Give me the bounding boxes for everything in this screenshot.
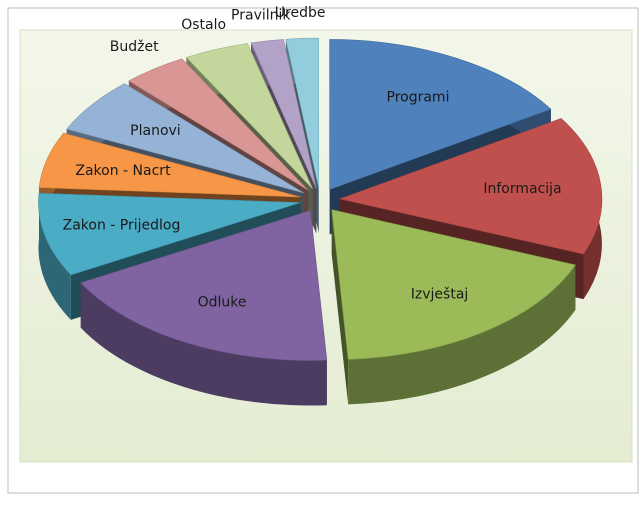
slice bbox=[331, 209, 576, 405]
slice-label: Programi bbox=[387, 89, 450, 105]
pie bbox=[38, 37, 603, 406]
slice-label: Uredbe bbox=[275, 5, 326, 21]
slice bbox=[66, 83, 304, 194]
slice-label: Planovi bbox=[130, 123, 181, 139]
slice bbox=[38, 132, 301, 198]
slice bbox=[331, 209, 576, 360]
slice bbox=[80, 210, 328, 361]
slice-label: Pravilnik bbox=[231, 8, 291, 24]
slice-label: Informacija bbox=[483, 181, 561, 197]
labels: Programi Informacija Izvještaj Odluke Zakon … bbox=[63, 5, 562, 311]
slice bbox=[250, 39, 317, 189]
slice-label: Izvještaj bbox=[411, 287, 469, 303]
slice-label: Odluke bbox=[198, 295, 247, 311]
slice-label: Ostalo bbox=[181, 17, 226, 33]
slice bbox=[285, 37, 320, 189]
slice bbox=[338, 118, 603, 255]
slice bbox=[80, 210, 328, 406]
slice-side bbox=[38, 193, 71, 320]
slice-label: Zakon - Nacrt bbox=[75, 163, 171, 179]
slice bbox=[185, 43, 313, 190]
slice-label: Zakon - Prijedlog bbox=[63, 218, 181, 234]
slice bbox=[38, 192, 301, 276]
slice-side bbox=[331, 209, 349, 405]
slice bbox=[329, 39, 552, 190]
slice-side bbox=[80, 282, 327, 406]
slice-label: Budžet bbox=[110, 39, 159, 55]
slice bbox=[128, 58, 309, 191]
slice-side bbox=[348, 264, 576, 405]
